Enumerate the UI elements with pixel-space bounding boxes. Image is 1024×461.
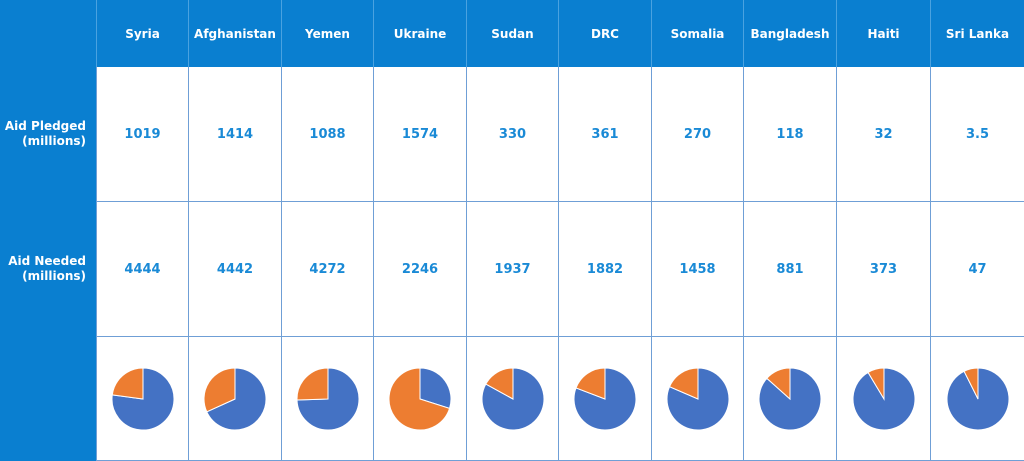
pledged-value-bangladesh: 118: [743, 67, 836, 202]
pie-slice-remaining: [758, 366, 822, 430]
row-label-pledged-line: Aid Pledged: [4, 119, 86, 133]
needed-value-sudan: 1937: [466, 202, 558, 337]
pie-chart-syria: [111, 366, 174, 430]
pie-slice-pledged: [296, 366, 328, 400]
pie-chart-drc: [573, 366, 637, 430]
row-label-pledged: Aid Pledged (millions): [0, 67, 96, 202]
pledged-value-sri-lanka: 3.5: [930, 67, 1024, 202]
needed-value-yemen: 4272: [281, 202, 373, 337]
pie-slice-pledged: [962, 366, 978, 399]
pie-cell-bangladesh: [743, 337, 836, 461]
pie-cell-sudan: [466, 337, 558, 461]
column-header-ukraine: Ukraine: [373, 0, 466, 67]
column-header-somalia: Somalia: [651, 0, 743, 67]
row-label-pie-empty: [0, 337, 96, 461]
column-header-bangladesh: Bangladesh: [743, 0, 836, 67]
pie-cell-ukraine: [373, 337, 466, 461]
needed-value-ukraine: 2246: [373, 202, 466, 337]
needed-value-sri-lanka: 47: [930, 202, 1024, 337]
pie-slice-pledged: [484, 366, 513, 400]
pie-slice-pledged: [766, 366, 791, 400]
pie-cell-yemen: [281, 337, 373, 461]
pledged-value-syria: 1019: [96, 67, 188, 202]
pie-slice-remaining: [111, 366, 174, 430]
pie-slice-remaining: [295, 366, 359, 430]
column-header-drc: DRC: [558, 0, 651, 67]
pie-cell-sri-lanka: [930, 337, 1024, 461]
header-corner: [0, 0, 96, 67]
pie-chart-haiti: [852, 366, 915, 430]
pie-cell-afghanistan: [188, 337, 281, 461]
pie-slice-pledged: [866, 366, 884, 401]
pie-chart-somalia: [666, 366, 729, 430]
row-label-pledged-line: (millions): [22, 134, 86, 148]
pie-slice-pledged: [388, 366, 451, 430]
row-label-needed-line: (millions): [22, 269, 86, 283]
pledged-value-haiti: 32: [836, 67, 930, 202]
column-header-afghanistan: Afghanistan: [188, 0, 281, 67]
needed-value-somalia: 1458: [651, 202, 743, 337]
pledged-value-drc: 361: [558, 67, 651, 202]
pledged-value-sudan: 330: [466, 67, 558, 202]
pie-chart-sri-lanka: [946, 366, 1009, 430]
pie-cell-syria: [96, 337, 188, 461]
pie-chart-afghanistan: [203, 366, 267, 430]
row-label-needed-line: Aid Needed: [8, 254, 86, 268]
needed-value-syria: 4444: [96, 202, 188, 337]
pie-cell-somalia: [651, 337, 743, 461]
pie-slice-pledged: [203, 366, 236, 413]
pie-chart-ukraine: [388, 366, 452, 430]
pie-cell-haiti: [836, 337, 930, 461]
pie-slice-pledged: [575, 366, 606, 400]
pledged-value-afghanistan: 1414: [188, 67, 281, 202]
pie-chart-yemen: [295, 366, 359, 430]
needed-value-haiti: 373: [836, 202, 930, 337]
pie-slice-pledged: [668, 366, 698, 400]
pie-slice-remaining: [206, 366, 267, 430]
pledged-value-somalia: 270: [651, 67, 743, 202]
needed-value-bangladesh: 881: [743, 202, 836, 337]
pie-chart-sudan: [481, 366, 544, 430]
needed-value-drc: 1882: [558, 202, 651, 337]
pie-slice-remaining: [419, 366, 452, 409]
pledged-value-yemen: 1088: [281, 67, 373, 202]
column-header-haiti: Haiti: [836, 0, 930, 67]
pie-slice-remaining: [666, 366, 729, 430]
column-header-sudan: Sudan: [466, 0, 558, 67]
needed-value-afghanistan: 4442: [188, 202, 281, 337]
pie-cell-drc: [558, 337, 651, 461]
pie-chart-bangladesh: [758, 366, 822, 430]
row-label-needed: Aid Needed (millions): [0, 202, 96, 337]
column-header-sri-lanka: Sri Lanka: [930, 0, 1024, 67]
column-header-yemen: Yemen: [281, 0, 373, 67]
pie-slice-pledged: [111, 366, 143, 400]
pledged-value-ukraine: 1574: [373, 67, 466, 202]
column-header-syria: Syria: [96, 0, 188, 67]
